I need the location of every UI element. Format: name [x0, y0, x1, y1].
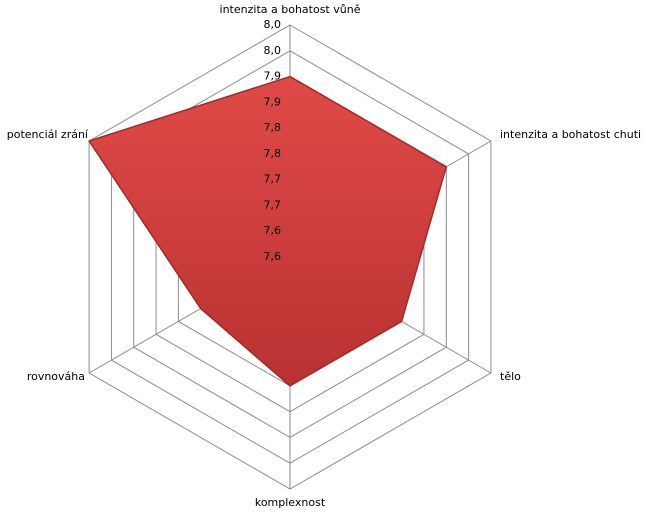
tick-label: 7,7 [264, 173, 282, 186]
tick-label: 7,6 [264, 250, 282, 263]
tick-label: 7,6 [264, 224, 282, 237]
data-area [88, 75, 448, 387]
tick-label: 8,0 [264, 18, 282, 31]
tick-label: 7,8 [264, 121, 282, 134]
tick-label: 7,7 [264, 198, 282, 211]
category-label: potenciál zrání [7, 128, 89, 141]
category-label: intenzita a bohatost chuti [500, 128, 641, 141]
category-label: tělo [500, 370, 521, 383]
category-label: intenzita a bohatost vůně [220, 3, 361, 16]
tick-label: 7,8 [264, 147, 282, 160]
tick-label: 7,9 [264, 70, 282, 83]
tick-label: 8,0 [264, 44, 282, 57]
tick-label: 7,9 [264, 95, 282, 108]
category-label: rovnováha [27, 370, 85, 383]
category-label: komplexnost [255, 496, 326, 509]
